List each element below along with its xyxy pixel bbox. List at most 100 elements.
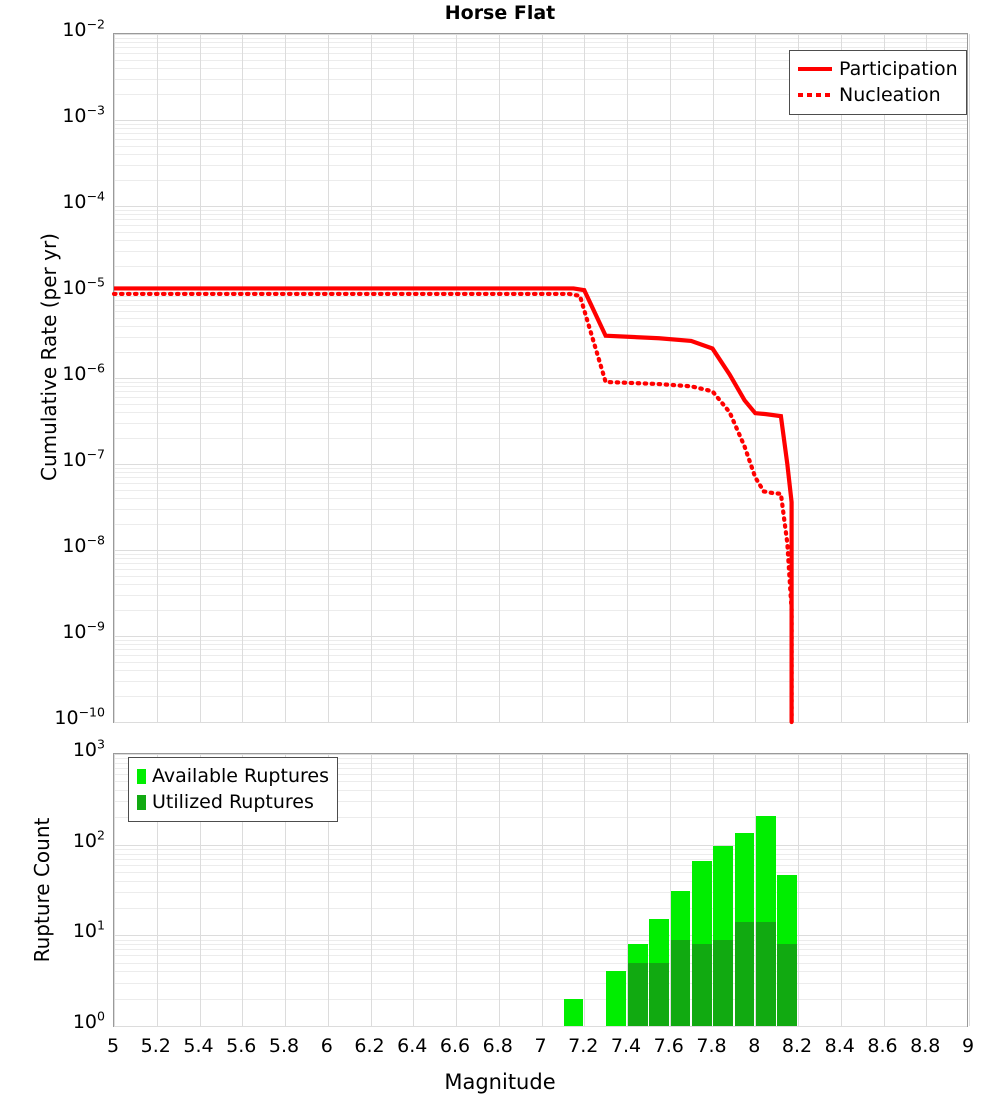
gridline-horizontal (114, 326, 967, 328)
gridline-horizontal (114, 563, 967, 565)
gridline-horizontal (114, 636, 967, 637)
gridline-vertical (969, 754, 970, 1026)
dotted-line-icon (798, 93, 832, 97)
gridline-horizontal (114, 569, 967, 571)
x-tick-label: 5 (106, 1035, 120, 1057)
gridline-vertical (584, 754, 586, 1026)
gridline-horizontal (114, 391, 967, 393)
legend-item-participation: Participation (798, 56, 958, 82)
gridline-horizontal (114, 774, 967, 776)
legend-label-participation: Participation (839, 58, 958, 80)
gridline-horizontal (114, 214, 967, 216)
gridline-vertical (798, 754, 799, 1026)
gridline-horizontal (114, 962, 967, 964)
gridline-horizontal (114, 34, 967, 35)
gridline-horizontal (114, 206, 967, 207)
y-tick-label: 10−7 (62, 446, 105, 471)
gridline-horizontal (114, 801, 967, 803)
gridline-horizontal (114, 133, 967, 135)
bar-utilized-ruptures (691, 944, 712, 1026)
page-title: Horse Flat (444, 2, 556, 24)
gridline-horizontal (114, 853, 967, 855)
gridline-horizontal (114, 464, 967, 465)
gridline-vertical (327, 754, 329, 1026)
gridline-horizontal (114, 498, 967, 500)
available-color-swatch (137, 768, 146, 784)
legend-label-available: Available Ruptures (152, 765, 329, 787)
gridline-vertical (541, 754, 543, 1026)
gridline-horizontal (114, 53, 967, 55)
gridline-horizontal (114, 311, 967, 313)
gridline-vertical (156, 754, 158, 1026)
gridline-horizontal (114, 844, 967, 846)
rate-curves (111, 286, 794, 725)
gridline-horizontal (114, 848, 967, 850)
legend-label-nucleation: Nucleation (839, 84, 941, 106)
legend-top: Participation Nucleation (789, 50, 967, 115)
gridline-vertical (926, 754, 928, 1026)
x-axis-label: Magnitude (444, 1070, 556, 1094)
gridline-horizontal (114, 120, 967, 121)
gridline-horizontal (114, 696, 967, 698)
gridline-horizontal (114, 722, 967, 723)
legend-item-available: Available Ruptures (137, 763, 329, 789)
gridline-vertical (669, 754, 671, 1026)
x-tick-label: 8.6 (867, 1035, 898, 1057)
gridline-vertical (840, 34, 842, 722)
gridline-horizontal (114, 337, 967, 338)
gridline-horizontal (114, 68, 967, 70)
gridline-horizontal (114, 317, 967, 319)
gridline-horizontal (114, 639, 967, 641)
gridline-vertical (840, 754, 842, 1026)
x-tick-label: 9 (961, 1035, 975, 1057)
bar-utilized-ruptures (713, 939, 734, 1026)
gridline-horizontal (114, 681, 967, 682)
bar-available-ruptures (563, 998, 584, 1026)
gridline-horizontal (114, 300, 967, 302)
gridline-vertical (199, 34, 201, 722)
gridline-horizontal (114, 423, 967, 424)
x-tick-label: 8.4 (824, 1035, 855, 1057)
gridline-vertical (242, 754, 244, 1026)
gridline-vertical (627, 754, 628, 1026)
gridline-horizontal (114, 180, 967, 182)
gridline-vertical (627, 34, 628, 722)
gridline-horizontal (114, 1026, 967, 1027)
gridline-horizontal (114, 781, 967, 783)
gridline-vertical (114, 34, 115, 722)
legend-label-utilized: Utilized Ruptures (152, 791, 314, 813)
gridline-horizontal (114, 935, 967, 937)
gridline-vertical (370, 754, 372, 1026)
gridline-horizontal (114, 295, 967, 297)
x-tick-label: 5.8 (268, 1035, 300, 1057)
gridline-horizontal (114, 817, 967, 819)
gridline-horizontal (114, 864, 967, 866)
gridline-vertical (541, 34, 543, 722)
gridline-horizontal (114, 754, 967, 755)
series-line-nucleation (111, 291, 794, 725)
bar-utilized-ruptures (649, 962, 669, 1026)
bar-utilized-ruptures (777, 944, 798, 1026)
gridline-horizontal (114, 758, 967, 760)
gridline-horizontal (114, 971, 967, 973)
gridline-horizontal (114, 165, 967, 166)
gridline-horizontal (114, 209, 967, 211)
gridline-horizontal (114, 403, 967, 405)
gridline-horizontal (114, 670, 967, 672)
gridline-horizontal (114, 489, 967, 491)
gridline-horizontal (114, 231, 967, 233)
bar-utilized-ruptures (670, 939, 691, 1026)
gridline-vertical (755, 754, 757, 1026)
gridline-horizontal (114, 584, 967, 586)
gridline-horizontal (114, 644, 967, 646)
bar-utilized-ruptures (734, 922, 755, 1026)
gridline-horizontal (114, 790, 967, 792)
gridline-horizontal (114, 128, 967, 130)
gridline-horizontal (114, 397, 967, 399)
gridline-vertical (456, 754, 457, 1026)
gridline-vertical (498, 34, 500, 722)
x-tick-label: 5.6 (226, 1035, 257, 1057)
x-tick-label: 7 (534, 1035, 547, 1057)
gridline-horizontal (114, 139, 967, 141)
